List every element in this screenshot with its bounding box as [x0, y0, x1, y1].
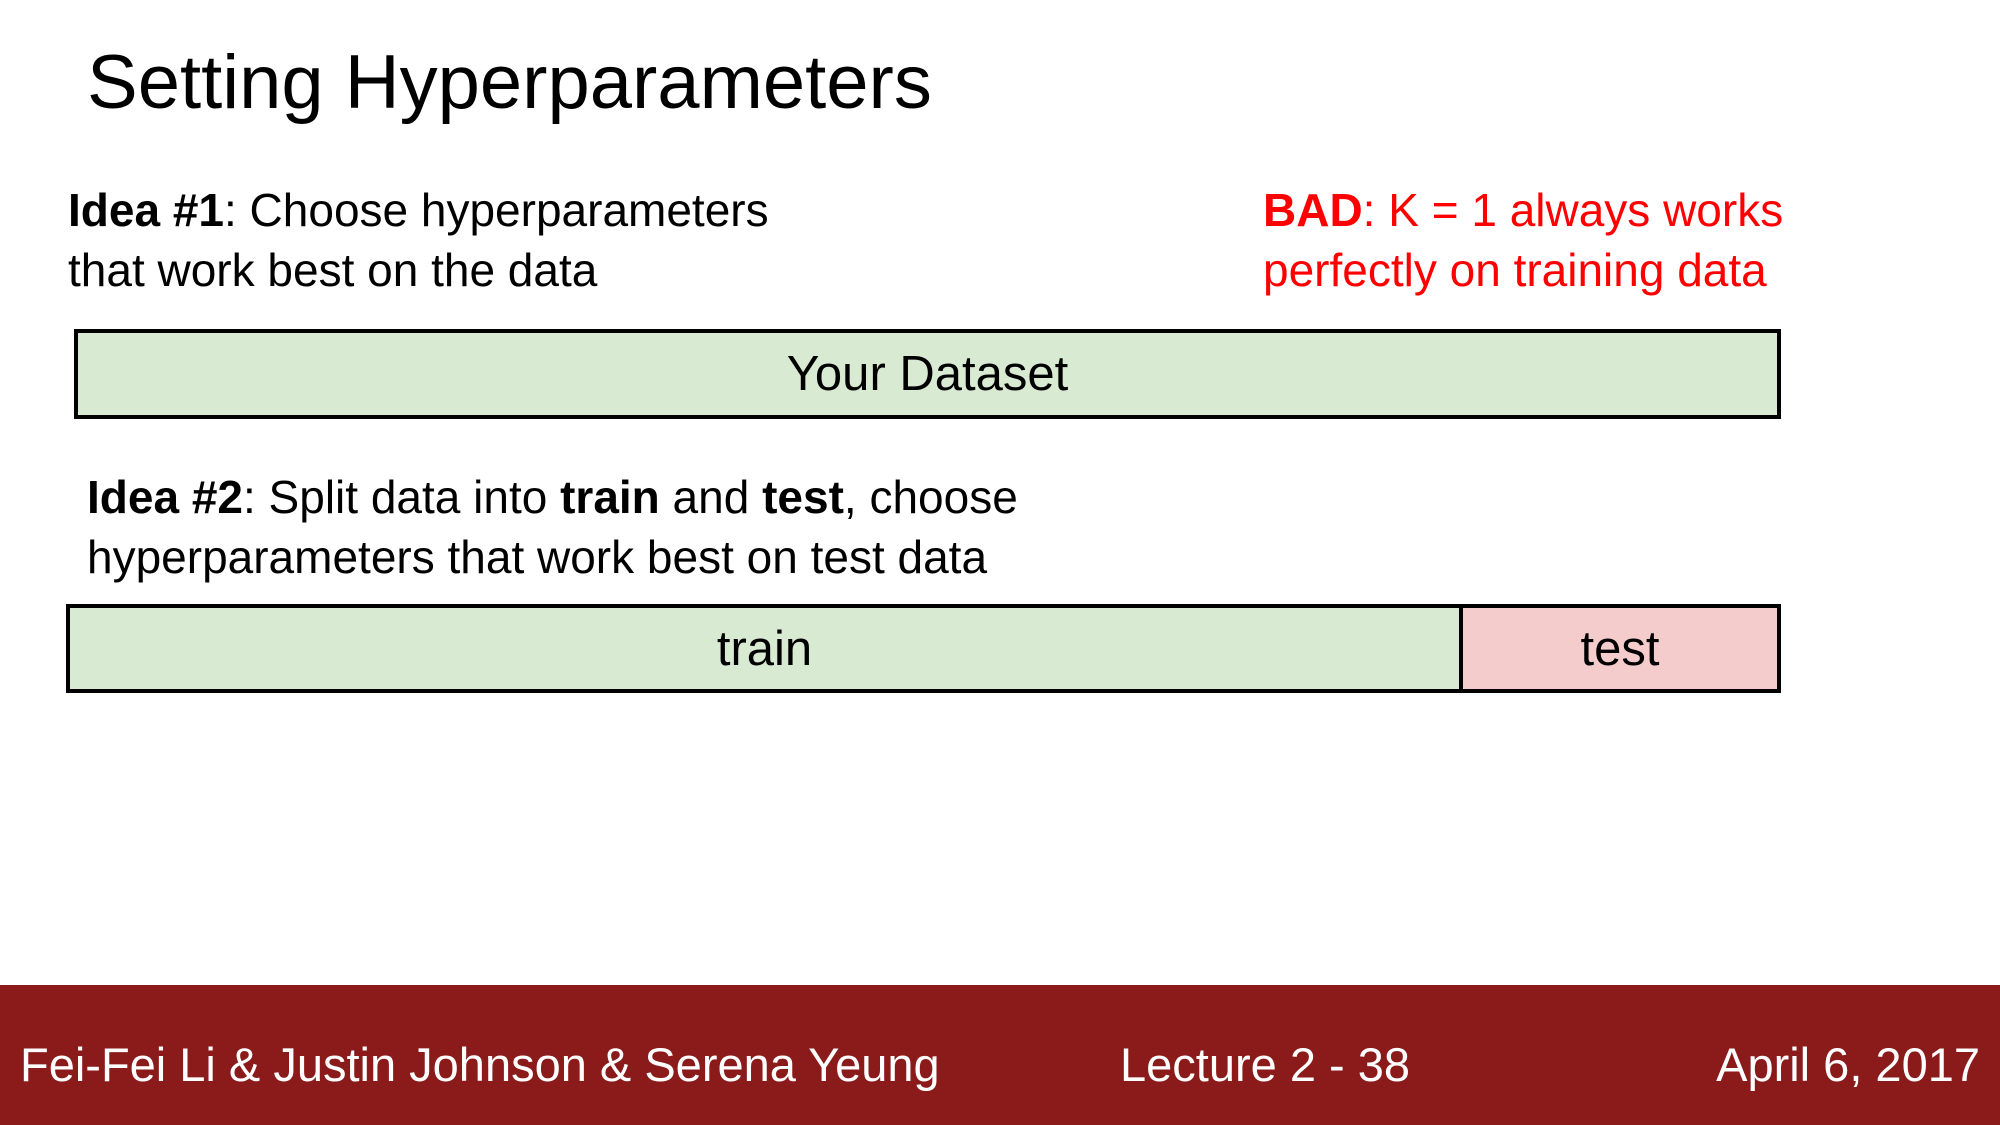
footer-lecture-number: Lecture 2 - 38	[1120, 1038, 1411, 1091]
bad-label: BAD	[1263, 184, 1363, 236]
idea-2-text: Idea #2: Split data into train and test,…	[87, 467, 1018, 587]
dataset-bar: Your Dataset	[74, 329, 1781, 419]
dataset-bar-label: Your Dataset	[786, 347, 1069, 401]
train-segment: train	[66, 604, 1463, 693]
idea-2-test-word: test	[762, 471, 844, 523]
bad-note-line-2: perfectly on training data	[1263, 244, 1767, 296]
bad-note-line-1: : K = 1 always works	[1362, 184, 1784, 236]
footer-authors: Fei-Fei Li & Justin Johnson & Serena Yeu…	[20, 1038, 940, 1091]
footer-bar: Fei-Fei Li & Justin Johnson & Serena Yeu…	[0, 985, 2000, 1125]
idea-1-text: Idea #1: Choose hyperparameters that wor…	[68, 180, 769, 300]
test-segment: test	[1459, 604, 1781, 693]
test-segment-label: test	[1580, 621, 1660, 676]
idea-2-text-1: : Split data into	[243, 471, 561, 523]
footer-date: April 6, 2017	[1716, 1038, 1980, 1091]
idea-1-line-1: : Choose hyperparameters	[224, 184, 769, 236]
idea-2-text-3: , choose	[843, 471, 1018, 523]
bad-note: BAD: K = 1 always works perfectly on tra…	[1263, 180, 1783, 300]
idea-2-train-word: train	[560, 471, 660, 523]
idea-2-line-2: hyperparameters that work best on test d…	[87, 531, 988, 583]
idea-1-line-2: that work best on the data	[68, 244, 598, 296]
train-segment-label: train	[716, 621, 813, 676]
idea-2-label: Idea #2	[87, 471, 243, 523]
idea-2-text-2: and	[659, 471, 763, 523]
slide-title: Setting Hyperparameters	[87, 40, 932, 125]
idea-1-label: Idea #1	[68, 184, 224, 236]
